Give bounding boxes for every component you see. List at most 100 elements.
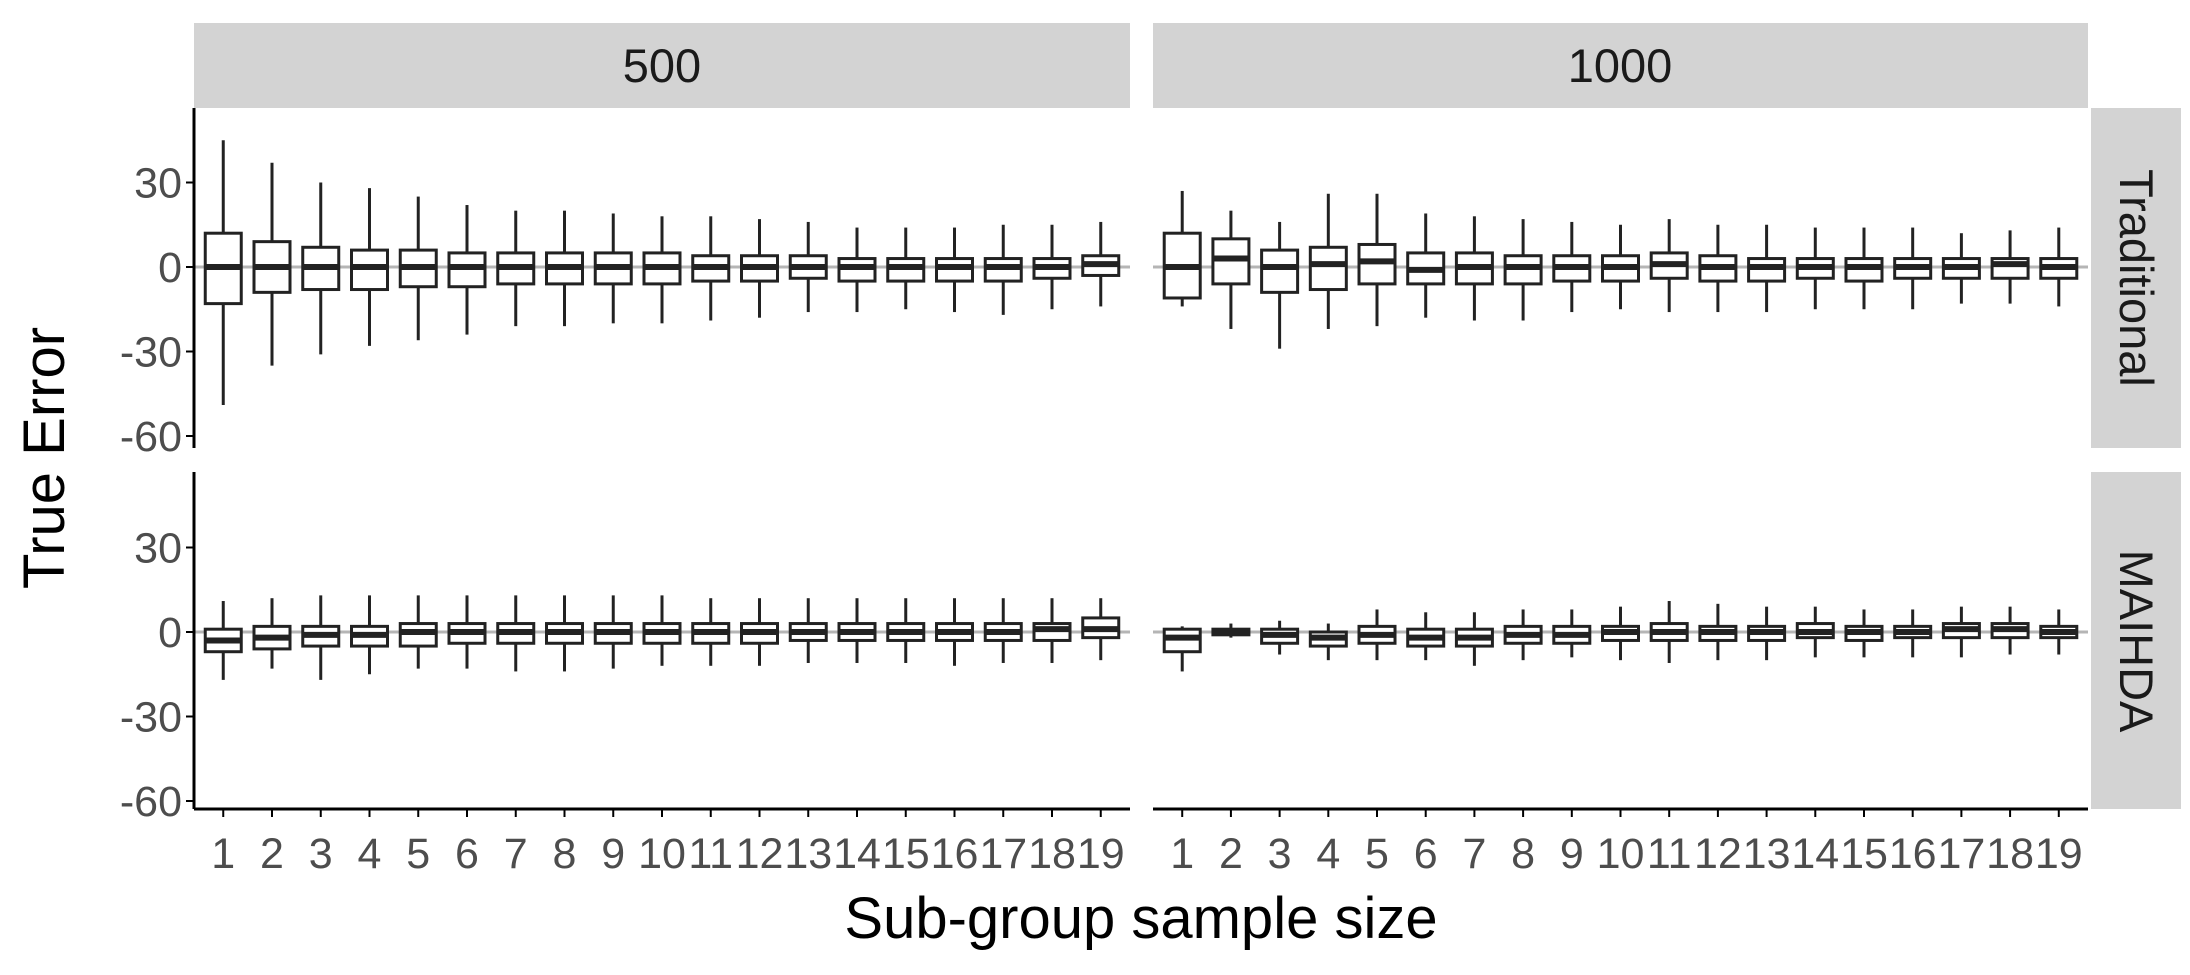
y-tick-label: -60 (120, 413, 182, 461)
box-1000-maihda-11 (1649, 601, 1689, 663)
x-tick-label: 16 (931, 830, 979, 878)
box-1000-traditional-16 (1893, 227, 1933, 310)
box-1000-maihda-5 (1357, 609, 1397, 661)
box-1000-traditional-9 (1552, 221, 1592, 313)
x-tick-label: 16 (1889, 830, 1937, 878)
x-tick-label: 19 (1077, 830, 1125, 878)
box-1000-maihda-7 (1454, 612, 1494, 666)
box-1000-traditional-14 (1795, 227, 1835, 310)
box-500-traditional-6 (447, 205, 487, 335)
box-1000-traditional-17 (1941, 233, 1981, 304)
box-1000-maihda-13 (1747, 606, 1787, 661)
box-1000-traditional-13 (1747, 224, 1787, 313)
box-500-maihda-4 (350, 595, 389, 675)
x-tick-label: 9 (1560, 830, 1584, 878)
box-500-maihda-9 (593, 595, 633, 669)
box-1000-traditional-4 (1308, 193, 1348, 329)
box-1000-traditional-1 (1162, 190, 1202, 307)
box-500-traditional-5 (398, 196, 438, 341)
box-500-maihda-10 (642, 595, 682, 666)
x-tick-label: 10 (1597, 830, 1645, 878)
x-tick-label: 7 (504, 830, 528, 878)
box-1000-traditional-5 (1357, 193, 1397, 327)
box-500-traditional-12 (740, 219, 779, 318)
box-1000-maihda-12 (1698, 603, 1738, 661)
box-500-maihda-2 (252, 598, 292, 669)
x-tick-label: 18 (1986, 830, 2034, 878)
strip-row-maihda-label: MAIHDA (2110, 550, 2163, 733)
box-1000-traditional-3 (1260, 221, 1300, 349)
box-500-traditional-1 (203, 140, 243, 406)
box-1000-traditional-18 (1990, 230, 2030, 304)
box-500-traditional-7 (496, 210, 536, 327)
y-tick-label: -30 (120, 329, 182, 377)
box-500-maihda-19 (1081, 598, 1121, 661)
box-500-maihda-15 (886, 598, 926, 663)
box-500-maihda-1 (203, 601, 243, 680)
x-tick-label: 17 (1937, 830, 1985, 878)
x-tick-label: 14 (1791, 830, 1839, 878)
box-1000-traditional-19 (2039, 227, 2079, 307)
box-500-maihda-14 (837, 598, 877, 663)
box-500-maihda-3 (301, 595, 341, 680)
box-500-maihda-13 (788, 598, 828, 663)
panel-500-maihda (194, 595, 1130, 680)
box-1000-traditional-2 (1211, 210, 1251, 329)
box-1000-traditional-10 (1601, 224, 1640, 310)
strip-column-1000-label: 1000 (1568, 39, 1673, 92)
box-500-maihda-5 (398, 595, 438, 669)
x-tick-label: 6 (1414, 830, 1438, 878)
box-1000-maihda-9 (1552, 609, 1592, 658)
box-1000-maihda-14 (1795, 606, 1835, 658)
x-tick-label: 3 (309, 830, 333, 878)
x-tick-label: 4 (1316, 830, 1340, 878)
x-tick-label: 17 (979, 830, 1027, 878)
box-500-traditional-13 (788, 221, 828, 313)
x-tick-label: 9 (601, 830, 625, 878)
box-500-traditional-2 (252, 162, 292, 366)
box-500-traditional-19 (1081, 221, 1121, 307)
box-1000-maihda-6 (1406, 612, 1446, 661)
box-iqr (1308, 245, 1348, 292)
x-tick-label: 8 (553, 830, 577, 878)
strip-row-traditional (2091, 108, 2181, 448)
y-tick-label: 0 (158, 609, 182, 657)
box-1000-traditional-6 (1406, 213, 1446, 318)
x-tick-label: 1 (211, 830, 235, 878)
strip-row-maihda (2091, 472, 2181, 809)
x-tick-label: 10 (638, 830, 686, 878)
box-1000-maihda-17 (1941, 606, 1981, 658)
y-tick-label: 30 (134, 524, 182, 572)
box-1000-maihda-2 (1211, 623, 1251, 638)
box-500-traditional-18 (1032, 224, 1072, 310)
panel-500-traditional (194, 140, 1130, 406)
x-tick-label: 8 (1511, 830, 1535, 878)
box-500-maihda-17 (983, 598, 1023, 663)
box-500-traditional-10 (642, 216, 682, 324)
x-tick-label: 11 (688, 830, 733, 878)
x-tick-label: 15 (882, 830, 930, 878)
x-tick-label: 7 (1462, 830, 1486, 878)
box-1000-maihda-4 (1308, 623, 1348, 661)
x-axis-title: Sub-group sample size (844, 886, 1437, 951)
x-tick-label: 18 (1028, 830, 1076, 878)
x-tick-label: 5 (406, 830, 430, 878)
x-tick-label: 15 (1840, 830, 1888, 878)
x-tick-label: 1 (1170, 830, 1194, 878)
box-500-traditional-17 (983, 224, 1023, 315)
box-1000-traditional-11 (1649, 219, 1689, 313)
box-500-maihda-12 (740, 598, 779, 666)
x-tick-label: 2 (1219, 830, 1243, 878)
x-tick-label: 19 (2035, 830, 2083, 878)
x-tick-label: 3 (1268, 830, 1292, 878)
panel-1000-traditional (1153, 190, 2088, 349)
x-tick-label: 13 (784, 830, 832, 878)
strip-column-500 (194, 23, 1130, 108)
box-1000-maihda-8 (1503, 609, 1543, 661)
box-1000-maihda-16 (1893, 609, 1933, 658)
box-500-traditional-4 (350, 188, 389, 346)
x-tick-label: 13 (1743, 830, 1791, 878)
box-1000-maihda-19 (2039, 609, 2079, 655)
